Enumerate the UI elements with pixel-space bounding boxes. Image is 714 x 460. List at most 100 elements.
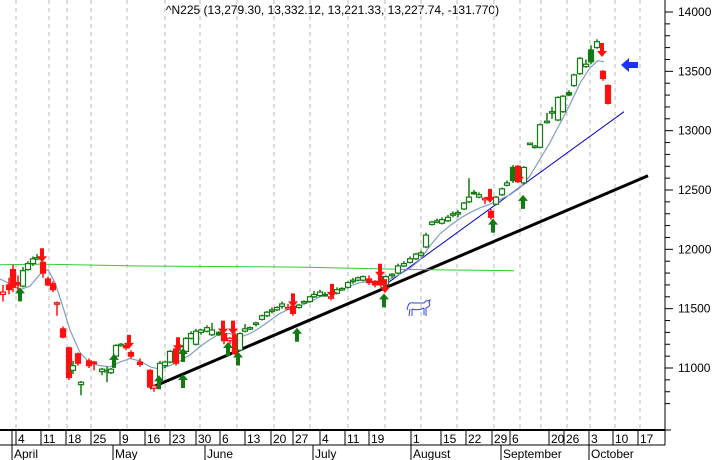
candle-body: [226, 337, 234, 342]
candle-body: [526, 142, 534, 146]
candle-body: [604, 84, 612, 104]
candle-body: [400, 262, 408, 267]
candle-body: [465, 196, 473, 203]
sell-arrow-icon: [228, 320, 238, 335]
candle-body: [187, 332, 195, 339]
candle-body: [487, 210, 495, 218]
x-day-label: 11: [43, 432, 56, 446]
candle-body: [74, 353, 82, 364]
candle-body: [215, 331, 223, 336]
candle-body: [59, 328, 67, 338]
candle-body: [433, 220, 441, 223]
candle-body: [509, 166, 517, 182]
x-day-label: 15: [443, 432, 457, 446]
candle-body: [166, 350, 174, 363]
x-day-label: 29: [494, 432, 508, 446]
candle-body: [543, 120, 551, 124]
sell-arrow-icon: [514, 168, 524, 183]
candle-body: [449, 213, 457, 216]
candle-body: [576, 57, 584, 75]
buy-arrow-icon: [178, 374, 188, 389]
candle-body: [498, 188, 506, 196]
candle-body: [460, 202, 468, 210]
candle-body: [117, 343, 125, 347]
x-month-label: October: [591, 447, 634, 460]
candle-body: [582, 63, 590, 68]
candle-body: [85, 360, 93, 367]
candle-body: [146, 369, 154, 388]
y-tick-label: 13000: [678, 124, 712, 138]
buy-arrow-icon: [223, 342, 233, 357]
candle-body: [278, 303, 286, 307]
x-day-label: 26: [566, 432, 580, 446]
candle-body: [371, 280, 379, 286]
annotations: [406, 58, 638, 317]
short-blue-line: [384, 111, 625, 286]
x-month-label: August: [413, 447, 451, 460]
candle-body: [24, 262, 32, 271]
y-tick-label: 11000: [678, 361, 711, 375]
candle-body: [0, 291, 7, 296]
candle-body: [531, 145, 539, 149]
x-day-label: 25: [93, 432, 107, 446]
candle-body: [268, 309, 276, 312]
x-day-label: 11: [347, 432, 360, 446]
candle-body: [321, 293, 329, 297]
candle-body: [587, 49, 595, 63]
candle-body: [246, 327, 254, 330]
candle-body: [53, 302, 61, 305]
candle-body: [44, 278, 52, 286]
candle-body: [252, 322, 260, 326]
x-day-label: 27: [295, 432, 309, 446]
x-day-label: 4: [322, 432, 329, 446]
trendlines: [0, 111, 649, 390]
buy-arrow-icon: [488, 218, 498, 233]
candle-body: [273, 306, 281, 311]
candle-body: [107, 368, 115, 374]
x-day-label: 16: [147, 432, 161, 446]
candle-body: [492, 196, 500, 205]
candle-body: [377, 276, 385, 286]
candle-body: [428, 221, 436, 226]
sell-arrow-icon: [124, 334, 134, 349]
support-black-line: [149, 174, 649, 390]
sell-arrow-icon: [327, 283, 337, 298]
candle-body: [412, 253, 420, 260]
y-tick-label: 11500: [678, 302, 711, 316]
candle-body: [9, 268, 17, 288]
candle-body: [344, 281, 352, 288]
candle-body: [300, 300, 308, 304]
x-day-label: 23: [172, 432, 186, 446]
x-month-label: April: [14, 447, 38, 460]
buy-arrow-icon: [292, 327, 302, 342]
x-day-label: 1: [413, 432, 420, 446]
candle-body: [49, 283, 57, 291]
candle-body: [422, 234, 430, 248]
sell-arrow-icon: [485, 188, 495, 203]
candle-body: [310, 293, 318, 298]
x-day-label: 17: [640, 432, 654, 446]
buy-arrow-icon: [178, 347, 188, 362]
candle-body: [150, 385, 158, 389]
candle-body: [316, 291, 324, 297]
blue-left-arrow-icon: [621, 58, 638, 72]
y-tick-label: 13500: [678, 64, 712, 78]
x-day-label: 9: [122, 432, 129, 446]
candle-body: [182, 337, 190, 352]
candle-body: [295, 304, 303, 309]
candle-body: [208, 329, 216, 336]
candle-body: [570, 74, 578, 87]
buy-arrow-icon: [379, 293, 389, 308]
x-day-label: 3: [591, 432, 598, 446]
y-tick-label: 12000: [678, 242, 712, 256]
x-day-label: 10: [615, 432, 629, 446]
candle-body: [236, 332, 244, 351]
candles: [0, 39, 612, 396]
sell-arrow-icon: [37, 248, 47, 263]
x-day-label: 20: [273, 432, 287, 446]
x-day-label: 22: [468, 432, 482, 446]
x-day-label: 18: [68, 432, 82, 446]
candle-body: [475, 194, 483, 198]
bull-outline: [406, 299, 431, 317]
